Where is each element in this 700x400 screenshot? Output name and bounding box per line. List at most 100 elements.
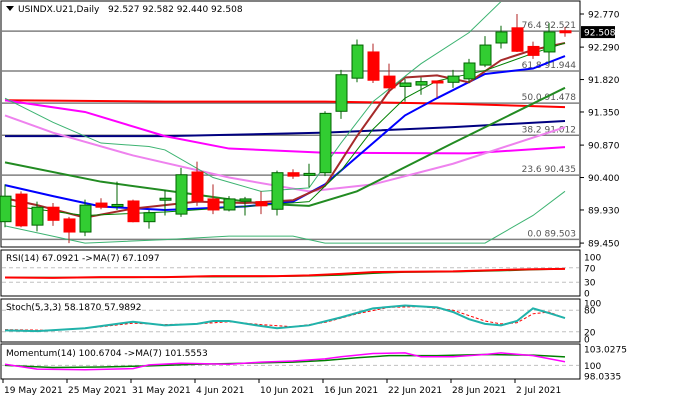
price-tick-label: 91.350	[588, 108, 620, 118]
fib-label: 38.2 91.012	[522, 125, 576, 135]
bull-candle-body	[175, 174, 188, 215]
candle	[47, 203, 60, 226]
level-label: 70	[584, 264, 596, 274]
bear-candle-body	[255, 201, 268, 207]
candle	[143, 209, 156, 229]
fib-label: 50.0 91.478	[522, 93, 577, 103]
stoch-label: Stoch(5,3,3) 58.1870 57.9892	[6, 303, 141, 313]
date-label: 2 Jul 2021	[516, 386, 561, 396]
level-label: 100	[584, 300, 601, 310]
momentum-label: Momentum(14) 100.6704 ->MA(7) 101.5553	[6, 349, 208, 359]
moving-average-line	[4, 99, 566, 155]
candle	[399, 78, 412, 102]
current-price-label: 92.508	[584, 29, 616, 39]
candle	[207, 184, 220, 215]
level-label: 0	[584, 336, 590, 346]
date-axis: 19 May 2021 25 May 2021 31 May 2021 4 Jun 2…	[2, 379, 561, 396]
bear-candle-body	[527, 45, 540, 56]
level-label: 30	[584, 279, 596, 289]
candle	[303, 163, 316, 188]
candle	[319, 111, 332, 177]
price-tick-label: 90.870	[588, 142, 620, 152]
bull-candle-body	[303, 172, 316, 176]
ohlc-readout: 92.527 92.582 92.440 92.508	[108, 5, 243, 15]
candle	[175, 167, 188, 217]
bull-candle-body	[271, 172, 284, 210]
candle	[495, 25, 508, 49]
symbol-label: USINDX.U21,Daily	[18, 5, 100, 15]
bull-candle-body	[335, 74, 348, 112]
bull-candle-body	[399, 82, 412, 87]
candle	[335, 69, 348, 119]
moving-average-line	[4, 99, 566, 109]
candle	[287, 169, 300, 179]
moving-average-line	[4, 42, 566, 219]
bull-candle-body	[479, 44, 492, 66]
bull-candle-body	[31, 206, 44, 226]
moving-average-line	[4, 114, 566, 193]
moving-average-line	[4, 190, 566, 244]
bull-candle-body	[319, 112, 332, 174]
bull-candle-body	[239, 198, 252, 202]
candle	[255, 191, 268, 215]
bear-candle-body	[95, 202, 108, 208]
bear-candle-body	[287, 172, 300, 177]
candle	[15, 191, 28, 228]
bear-candle-body	[511, 27, 524, 52]
bear-candle-body	[127, 200, 140, 223]
bear-candle-body	[207, 198, 220, 211]
price-tick-label: 90.400	[588, 174, 620, 184]
level-label: 20	[584, 328, 596, 338]
bull-candle-body	[463, 62, 476, 80]
current-price-badge	[581, 26, 615, 39]
date-label: 10 Jun 2021	[260, 386, 314, 396]
date-label: 16 Jun 2021	[324, 386, 378, 396]
date-label: 19 May 2021	[4, 386, 63, 396]
level-label: 0	[584, 290, 590, 300]
date-label: 22 Jun 2021	[388, 386, 442, 396]
level-label: 80	[584, 307, 596, 317]
date-label: 31 May 2021	[132, 386, 191, 396]
date-label: 4 Jun 2021	[196, 386, 244, 396]
candlesticks	[0, 14, 572, 244]
candle	[447, 69, 460, 88]
candle	[127, 199, 140, 223]
bull-candle-body	[0, 195, 12, 223]
price-axis: 92.770 92.290 91.820 91.350 90.870 90.400 89.9…	[580, 11, 620, 250]
rsi-pane-frame	[0, 249, 581, 297]
candle	[431, 80, 444, 99]
candle	[63, 216, 76, 244]
bear-candle-body	[191, 171, 204, 202]
candle	[111, 181, 124, 210]
stoch-k-line	[4, 304, 566, 333]
bull-candle-body	[79, 204, 92, 233]
candle	[159, 189, 172, 216]
rsi-line	[4, 267, 566, 279]
bull-candle-body	[495, 31, 508, 44]
bull-candle-body	[351, 44, 364, 79]
fib-label: 61.8 91.944	[522, 61, 577, 71]
fib-label: 23.6 90.435	[522, 165, 576, 175]
candle	[0, 184, 12, 228]
level-label: 98.0335	[584, 373, 621, 383]
bear-candle-body	[367, 51, 380, 81]
candle	[511, 14, 524, 52]
candle	[559, 26, 572, 37]
bull-candle-body	[223, 198, 236, 211]
bear-candle-body	[63, 218, 76, 233]
price-tick-label: 92.770	[588, 11, 620, 21]
bull-candle-body	[111, 203, 124, 207]
bear-candle-body	[15, 193, 28, 227]
bull-candle-body	[415, 81, 428, 86]
level-label: 100	[584, 362, 601, 372]
candle	[271, 170, 284, 216]
triangle-down-icon[interactable]	[6, 6, 14, 11]
price-tick-label: 91.820	[588, 76, 620, 86]
bear-candle-body	[559, 30, 572, 34]
bear-candle-body	[431, 80, 444, 84]
